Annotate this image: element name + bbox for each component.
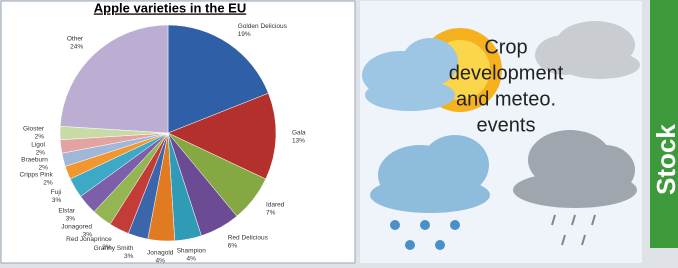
slice-value-label: 7% bbox=[266, 210, 276, 217]
slice-value-label: 3% bbox=[66, 216, 76, 223]
slice-value-label: 4% bbox=[187, 256, 197, 263]
slice-value-label: 6% bbox=[228, 242, 238, 249]
slice-value-label: 2% bbox=[43, 179, 53, 186]
slice-value-label: 19% bbox=[238, 31, 251, 38]
chart-title: Apple varieties in the EU bbox=[94, 0, 246, 15]
slice-label: Gloster bbox=[23, 126, 45, 133]
page: Apple varieties in the EU Golden Delicio… bbox=[0, 0, 678, 268]
slice-label: Jonagored bbox=[61, 224, 92, 231]
slice-label: Braeburn bbox=[21, 157, 48, 164]
slice-value-label: 2% bbox=[35, 134, 45, 141]
slice-value-label: 2% bbox=[36, 149, 46, 156]
slice-value-label: 4% bbox=[156, 257, 166, 264]
slice-label: Golden Delicious bbox=[238, 23, 288, 30]
slice-value-label: 3% bbox=[52, 197, 62, 204]
weather-text-line: and meteo. bbox=[456, 88, 556, 110]
weather-text-line: events bbox=[477, 114, 536, 136]
weather-text-line: Crop bbox=[484, 36, 527, 58]
slice-label: Cripps Pink bbox=[19, 171, 53, 178]
slice-label: Other bbox=[67, 35, 84, 42]
slice-label: Granny Smith bbox=[94, 245, 134, 252]
side-panel-text: Stock bbox=[651, 124, 678, 195]
slice-label: Elstar bbox=[58, 208, 75, 215]
slice-label: Red Delicious bbox=[228, 234, 269, 241]
screen: Apple varieties in the EU Golden Delicio… bbox=[0, 0, 678, 268]
side-panel bbox=[650, 0, 678, 248]
slice-value-label: 2% bbox=[38, 165, 48, 172]
slice-value-label: 3% bbox=[83, 232, 93, 239]
slice-value-label: 3% bbox=[124, 253, 134, 260]
slice-label: Idared bbox=[266, 202, 285, 209]
slice-value-label: 24% bbox=[70, 43, 83, 50]
slice-label: Gala bbox=[292, 130, 306, 137]
slice-label: Jonagold bbox=[147, 249, 174, 256]
slice-value-label: 13% bbox=[292, 138, 305, 145]
slice-label: Shampion bbox=[177, 248, 207, 255]
slice-label: Fuji bbox=[51, 189, 61, 196]
weather-text-line: development bbox=[449, 62, 564, 84]
weather-panel: Crop development and meteo. events bbox=[360, 1, 642, 263]
slice-label: Ligol bbox=[31, 141, 45, 148]
slice-value-label: 3% bbox=[102, 244, 112, 251]
